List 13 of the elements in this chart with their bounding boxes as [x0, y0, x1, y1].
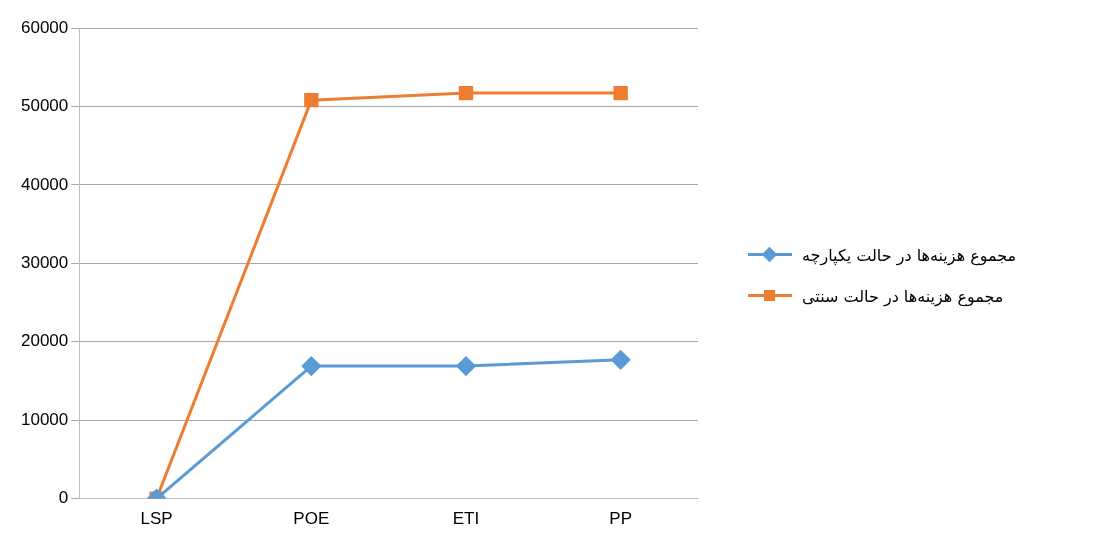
y-tick-label: 30000 [20, 252, 69, 272]
y-tick-label: 40000 [20, 174, 69, 194]
x-tick-label: PP [609, 509, 632, 529]
legend-label: مجموع هزینه‌ها در حالت یکپارچه [801, 245, 1018, 265]
legend-label: مجموع هزینه‌ها در حالت سنتی [801, 286, 1005, 306]
y-tick-label: 0 [58, 488, 69, 508]
y-tick-label: 20000 [20, 331, 69, 351]
y-tick-label: 10000 [20, 409, 69, 429]
x-tick-label: ETI [452, 509, 480, 529]
y-tick-label: 60000 [20, 17, 69, 37]
x-tick-label: POE [293, 509, 330, 529]
x-tick-label: LSP [140, 509, 173, 529]
y-tick-label: 50000 [20, 96, 69, 116]
